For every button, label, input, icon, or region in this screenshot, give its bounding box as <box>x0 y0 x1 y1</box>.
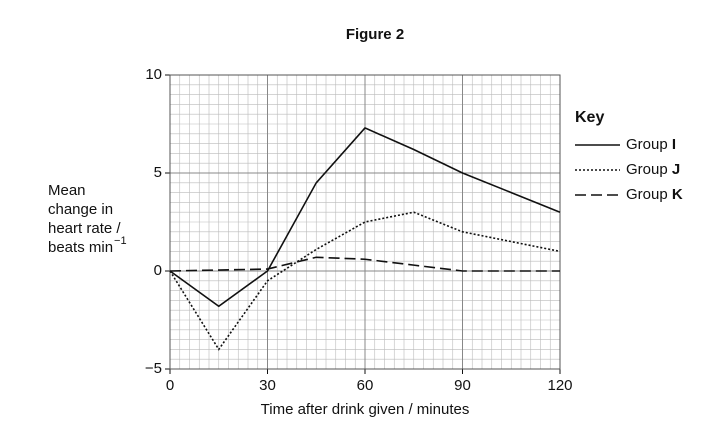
y-tick-label: −5 <box>145 360 162 377</box>
y-axis-label: change in <box>48 201 113 218</box>
y-tick-label: 5 <box>154 164 162 181</box>
y-tick-label: 0 <box>154 262 162 279</box>
y-axis-label-superscript: −1 <box>114 235 127 247</box>
y-axis-label: Mean <box>48 182 86 199</box>
legend-label: Group J <box>626 161 680 178</box>
series-line <box>169 126 561 308</box>
x-tick-label: 90 <box>454 377 471 394</box>
x-axis-label: Time after drink given / minutes <box>261 401 470 418</box>
x-tick-label: 0 <box>166 377 174 394</box>
plot-frame <box>169 74 561 370</box>
legend-label: Group I <box>626 136 676 153</box>
legend-label: Group K <box>626 186 683 203</box>
x-tick-label: 30 <box>259 377 276 394</box>
x-tick-label: 120 <box>547 377 572 394</box>
chart-title: Figure 2 <box>346 26 404 43</box>
legend-title: Key <box>575 109 604 126</box>
y-axis-label: beats min <box>48 239 113 256</box>
series-line <box>169 256 560 272</box>
x-tick-label: 60 <box>357 377 374 394</box>
y-tick-label: 10 <box>145 66 162 83</box>
series-line <box>169 211 561 351</box>
y-axis-label: heart rate / <box>48 220 121 237</box>
